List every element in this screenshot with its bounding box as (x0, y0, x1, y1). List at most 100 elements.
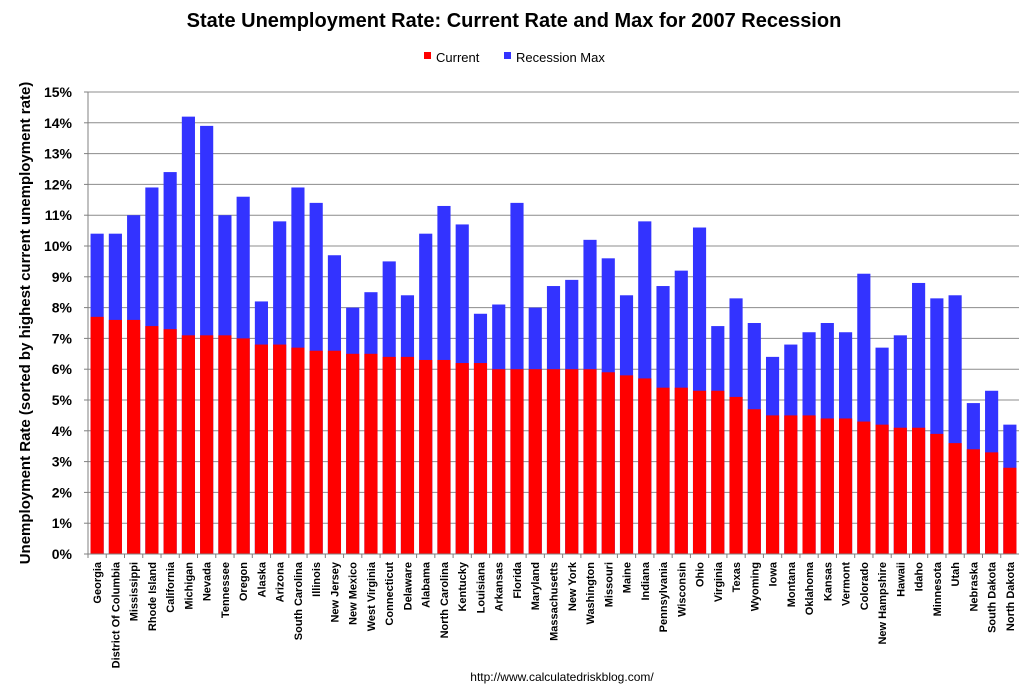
bar-current (90, 316, 104, 554)
bar-current (145, 326, 159, 554)
bar-current (455, 363, 469, 554)
bar-current (327, 350, 342, 554)
y-tick-label: 8% (52, 300, 73, 316)
x-category-label: Iowa (768, 561, 780, 586)
y-tick-label: 0% (52, 546, 73, 562)
x-category-label: Kentucky (457, 561, 469, 611)
bar-current (419, 359, 433, 554)
bar-current (200, 335, 214, 554)
legend-label-recession-max: Recession Max (516, 50, 605, 65)
bar-current (747, 409, 761, 554)
x-category-label: Vermont (841, 562, 853, 606)
y-tick-label: 12% (44, 176, 73, 192)
x-category-label: South Carolina (293, 561, 305, 640)
x-category-label: Nebraska (968, 561, 980, 611)
x-category-label: Utah (950, 562, 962, 587)
bar-current (692, 390, 707, 554)
y-tick-label: 5% (52, 392, 73, 408)
bar-current (912, 427, 926, 554)
x-category-label: Nevada (202, 561, 214, 601)
x-category-label: Idaho (914, 562, 926, 592)
bar-current (528, 369, 542, 554)
y-tick-label: 3% (52, 454, 73, 470)
bar-current (309, 350, 323, 554)
source-url: http://www.calculatedriskblog.com/ (470, 670, 654, 684)
bar-current (546, 369, 561, 554)
x-category-label: Michigan (183, 562, 195, 610)
x-category-label: North Carolina (439, 561, 451, 638)
bar-current (948, 443, 962, 554)
x-category-label: Illinois (311, 562, 323, 597)
x-category-label: Arkansas (494, 562, 506, 612)
x-category-label: South Dakota (987, 561, 999, 633)
x-category-label: Colorado (859, 562, 871, 611)
bar-current (127, 319, 141, 554)
bar-current (473, 363, 488, 554)
bar-current (674, 387, 688, 554)
bar-current (638, 378, 652, 554)
x-category-label: Rhode Island (147, 562, 159, 631)
x-category-label: Wyoming (749, 562, 761, 611)
bar-current (893, 427, 907, 554)
bar-current (875, 424, 889, 554)
x-category-label: New Jersey (329, 561, 341, 622)
y-tick-label: 9% (52, 269, 73, 285)
y-tick-label: 10% (44, 238, 73, 254)
x-axis-labels: Georgia District Of Columbia Mississippi Rh… (87, 554, 1017, 668)
x-category-label: New York (567, 561, 579, 611)
x-category-label: West Virginia (366, 561, 378, 631)
legend: Current Recession Max (424, 50, 605, 65)
bar-current (382, 356, 396, 554)
bar-current (400, 356, 415, 554)
bar-current (656, 387, 670, 554)
y-tick-label: 2% (52, 484, 73, 500)
bar-current (1003, 467, 1017, 554)
bar-current (565, 369, 579, 554)
bar-current (346, 353, 360, 554)
bar-current (820, 418, 834, 554)
x-category-label: Wisconsin (676, 562, 688, 617)
x-category-label: Oregon (238, 562, 250, 601)
bar-current (784, 415, 798, 554)
bar-current (583, 369, 597, 554)
x-category-label: Ohio (695, 562, 707, 587)
x-category-label: Oklahoma (804, 561, 816, 615)
bar-current (985, 452, 999, 554)
y-tick-label: 4% (52, 423, 73, 439)
bar-current (857, 421, 871, 554)
bar-current (291, 347, 305, 554)
bar-current (802, 415, 816, 554)
x-category-label: Massachusetts (549, 562, 561, 641)
y-tick-label: 6% (52, 361, 73, 377)
x-category-label: Florida (512, 561, 524, 599)
x-category-label: Hawaii (895, 562, 907, 597)
bar-current (108, 319, 122, 554)
x-category-label: Alaska (256, 561, 268, 597)
x-category-label: North Dakota (1005, 561, 1017, 631)
legend-swatch-current (424, 52, 431, 59)
x-category-label: Louisiana (475, 561, 487, 613)
x-category-label: Pennsylvania (658, 561, 670, 632)
bar-current (492, 369, 506, 554)
x-category-label: Alabama (421, 561, 433, 608)
bar-current (273, 344, 287, 554)
x-category-label: Kansas (822, 562, 834, 601)
x-category-label: Minnesota (932, 561, 944, 616)
bar-current (966, 449, 980, 554)
y-tick-label: 13% (44, 146, 73, 162)
bar-current (510, 369, 524, 554)
x-category-label: Texas (731, 562, 743, 592)
y-axis-ticks: 0% 1% 2% 3% 4% 5% 6% 7% 8% 9% 10% 11% 12% 13% 14% 15% (44, 84, 88, 562)
x-category-label: Delaware (402, 562, 414, 610)
bar-current (254, 344, 268, 554)
x-category-label: Georgia (92, 561, 104, 603)
x-category-label: Montana (786, 561, 798, 607)
bar-current (839, 418, 853, 554)
bar-current (236, 338, 250, 554)
bar-current (729, 396, 743, 554)
x-category-label: Arizona (275, 561, 287, 602)
bar-current (163, 329, 177, 554)
x-category-label: Maryland (530, 562, 542, 610)
x-category-label: Connecticut (384, 562, 396, 626)
